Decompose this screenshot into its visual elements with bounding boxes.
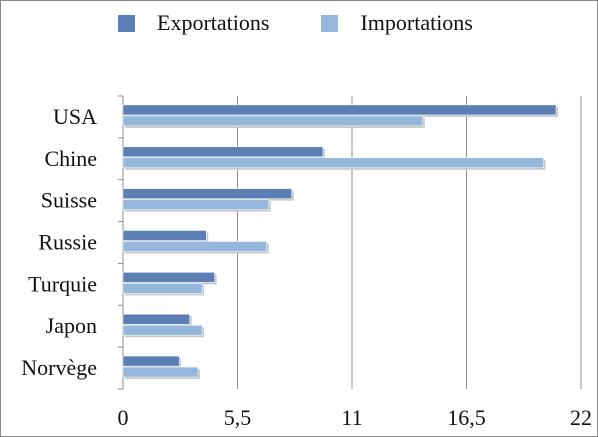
legend-label-importations: Importations: [360, 10, 473, 35]
legend-swatch-importations: [321, 14, 339, 32]
category-label: Suisse: [41, 188, 97, 213]
category-label: Turquie: [28, 271, 97, 296]
bar-importations-turquie: [122, 283, 203, 294]
bar-exportations-russie: [122, 230, 207, 241]
bar-importations-norvège: [122, 366, 199, 378]
category-label: Chine: [44, 146, 97, 171]
bar-importations-suisse: [122, 199, 269, 210]
bar-exportations-suisse: [122, 188, 292, 199]
bar-importations-usa: [122, 115, 424, 127]
x-tick-label: 11: [341, 405, 362, 430]
legend-item-exportations: Exportations: [118, 10, 269, 36]
category-label: Japon: [46, 313, 97, 338]
legend-item-importations: Importations: [321, 10, 473, 36]
x-tick-label: 22: [570, 405, 592, 430]
x-tick-label: 16,5: [447, 405, 486, 430]
bar-importations-chine: [122, 157, 544, 169]
category-label: Norvège: [21, 355, 97, 380]
bar-importations-russie: [122, 241, 267, 252]
bar-exportations-japon: [122, 313, 190, 325]
legend: Exportations Importations: [118, 10, 525, 36]
bar-importations-japon: [122, 324, 203, 336]
legend-label-exportations: Exportations: [157, 10, 270, 35]
legend-swatch-exportations: [118, 14, 135, 32]
category-label: USA: [53, 104, 97, 129]
bar-exportations-usa: [122, 104, 557, 116]
bar-exportations-chine: [122, 146, 324, 158]
bar-exportations-norvège: [122, 355, 180, 367]
x-tick-label: 5,5: [224, 405, 252, 430]
bar-exportations-turquie: [122, 272, 215, 283]
x-tick-label: 0: [118, 405, 129, 430]
category-label: Russie: [38, 230, 97, 255]
